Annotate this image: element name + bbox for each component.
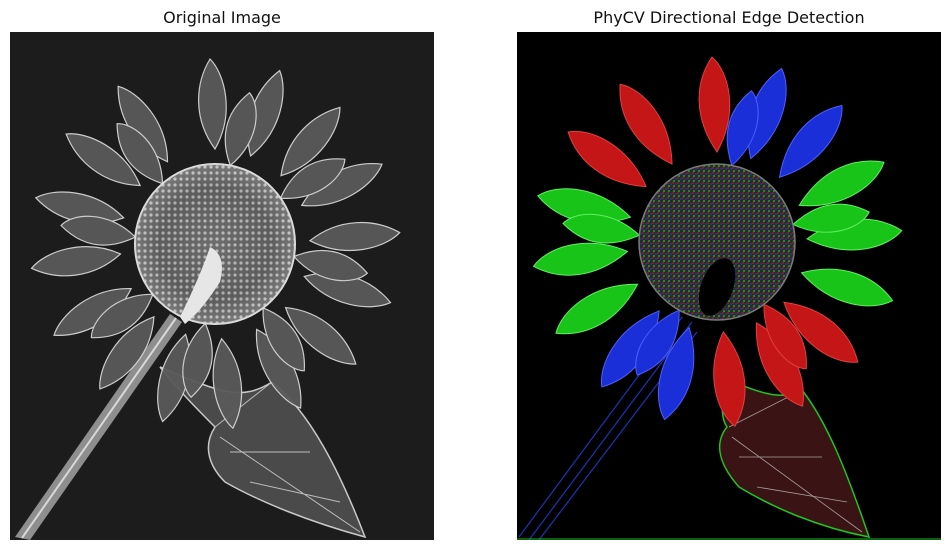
edge-sunflower-drawing [517,32,941,540]
original-image [10,32,434,540]
right-panel-title: PhyCV Directional Edge Detection [593,8,865,27]
left-panel-title: Original Image [163,8,281,27]
edge-detection-image [517,32,941,540]
original-sunflower-drawing [10,32,434,540]
